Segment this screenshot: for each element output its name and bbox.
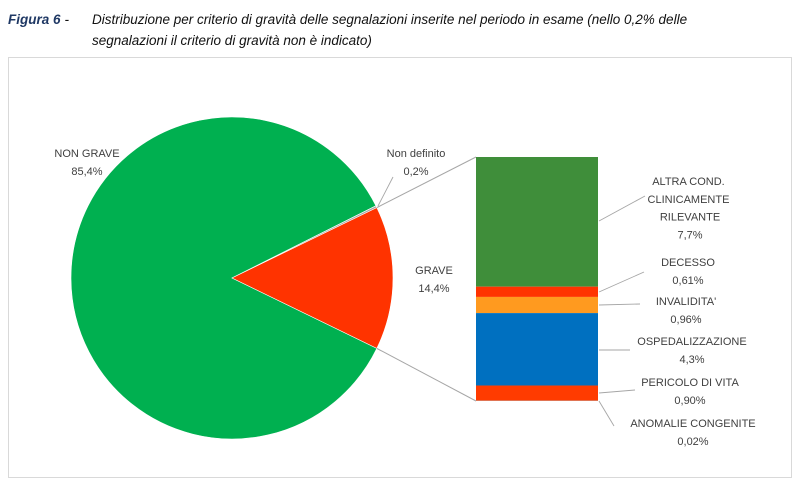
bar-label-ospedalizzazione: OSPEDALIZZAZIONE xyxy=(637,336,746,348)
pie-slice-non-grave xyxy=(70,116,378,440)
bar-label-altra-cond-clinicamente-rilevante: ALTRA COND. CLINICAMENTE RILEVANTE xyxy=(648,176,733,224)
leader-line-anomalie-congenite xyxy=(598,400,615,427)
caption-text: Distribuzione per criterio di gravità de… xyxy=(92,9,687,51)
bar-segment-pericolo-di-vita xyxy=(476,385,598,401)
pie-value-non-definito: 0,2% xyxy=(403,166,428,178)
caption-line: segnalazioni il criterio di gravità non … xyxy=(92,33,372,48)
bar-label-anomalie-congenite: ANOMALIE CONGENITE xyxy=(630,418,755,430)
leader-line-invalidita xyxy=(598,303,641,306)
figure-caption: Figura 6- Distribuzione per criterio di … xyxy=(8,9,687,51)
bar-label-pericolo-di-vita: PERICOLO DI VITA xyxy=(641,377,739,389)
pie-slice-grave xyxy=(231,207,394,349)
caption-dash: - xyxy=(64,12,70,27)
bar-label-invalidita: INVALIDITA' xyxy=(656,296,716,308)
leader-line-non-definito xyxy=(377,176,394,207)
pie-label-non-definito: Non definito xyxy=(387,148,446,160)
bar-segment-decesso xyxy=(476,286,598,297)
pie-value-grave: 14,4% xyxy=(418,283,449,295)
bar-label-decesso: DECESSO xyxy=(661,257,715,269)
leader-line-pericolo-di-vita xyxy=(598,389,636,394)
caption-line: Distribuzione per criterio di gravità de… xyxy=(92,12,688,27)
pie-label-non-grave: NON GRAVE xyxy=(54,148,119,160)
pie-label-grave: GRAVE xyxy=(415,265,453,277)
bar-value-decesso: 0,61% xyxy=(672,275,703,287)
connector-line-top xyxy=(376,156,477,209)
connector-line-bottom xyxy=(376,347,477,402)
bar-value-ospedalizzazione: 4,3% xyxy=(679,354,704,366)
caption-head: Figura 6- xyxy=(8,9,92,51)
leader-line-decesso xyxy=(598,271,645,293)
connector-group xyxy=(376,156,477,402)
bar-value-invalidita: 0,96% xyxy=(670,314,701,326)
bar-value-anomalie-congenite: 0,02% xyxy=(677,436,708,448)
bar-value-pericolo-di-vita: 0,90% xyxy=(674,395,705,407)
bar-segment-ospedalizzazione xyxy=(476,313,598,386)
leader-line-altra-cond-clinicamente-rilevante xyxy=(598,195,646,222)
pie-group xyxy=(70,116,394,440)
bar-segment-altra-cond-clinicamente-rilevante xyxy=(476,157,598,287)
caption-label: Figura 6 xyxy=(8,12,61,27)
label-group: NON GRAVE 85,4% Non definito 0,2% GRAVE 14,4%… xyxy=(54,148,755,448)
bar-value-altra-cond-clinicamente-rilevante: 7,7% xyxy=(677,229,702,241)
bar-group xyxy=(476,157,598,401)
pie-value-non-grave: 85,4% xyxy=(71,166,102,178)
bar-segment-invalidita xyxy=(476,296,598,314)
